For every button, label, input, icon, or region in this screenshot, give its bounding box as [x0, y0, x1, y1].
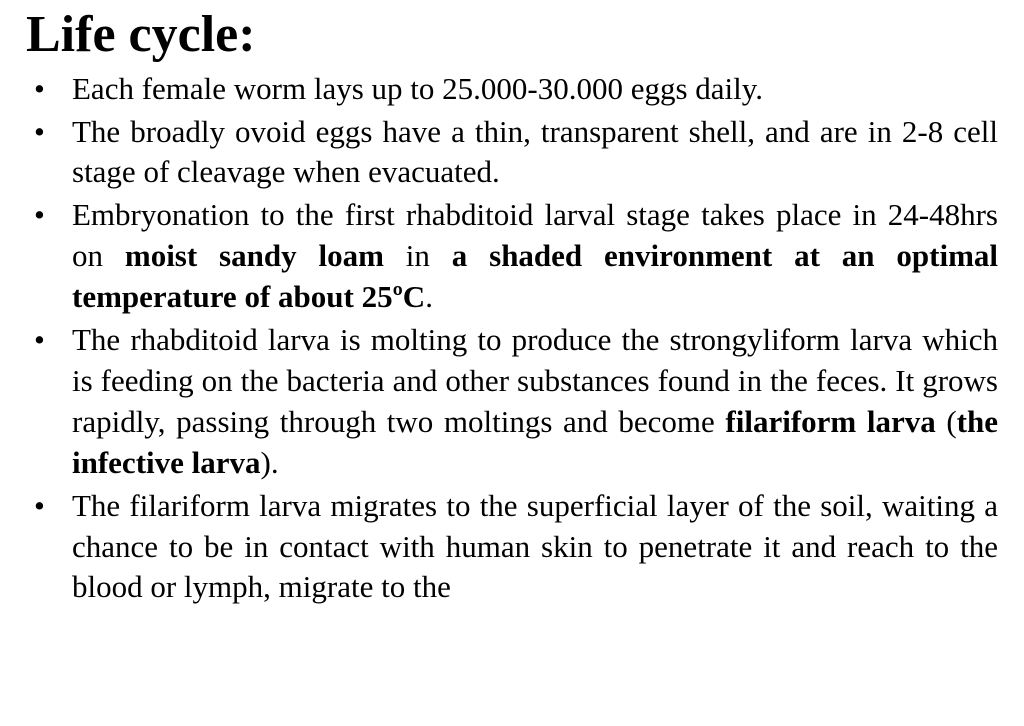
list-item: Each female worm lays up to 25.000-30.00…: [26, 69, 998, 110]
bullet-list: Each female worm lays up to 25.000-30.00…: [26, 69, 998, 609]
text-segment: filariform larva: [725, 404, 935, 439]
slide-title: Life cycle:: [26, 8, 998, 63]
list-item: The filariform larva migrates to the sup…: [26, 486, 998, 609]
list-item: The rhabditoid larva is molting to produ…: [26, 320, 998, 484]
list-item: The broadly ovoid eggs have a thin, tran…: [26, 112, 998, 194]
list-item: Embryonation to the first rhabditoid lar…: [26, 195, 998, 318]
text-segment: Each female worm lays up to 25.000-30.00…: [72, 71, 763, 106]
text-segment: (: [936, 404, 957, 439]
slide: Life cycle: Each female worm lays up to …: [0, 0, 1024, 608]
text-segment: ).: [261, 445, 279, 480]
text-segment: moist sandy loam: [125, 238, 384, 273]
text-segment: in: [384, 238, 452, 273]
text-segment: .: [425, 279, 433, 314]
text-segment: The filariform larva migrates to the sup…: [72, 488, 998, 605]
text-segment: The broadly ovoid eggs have a thin, tran…: [72, 114, 998, 190]
